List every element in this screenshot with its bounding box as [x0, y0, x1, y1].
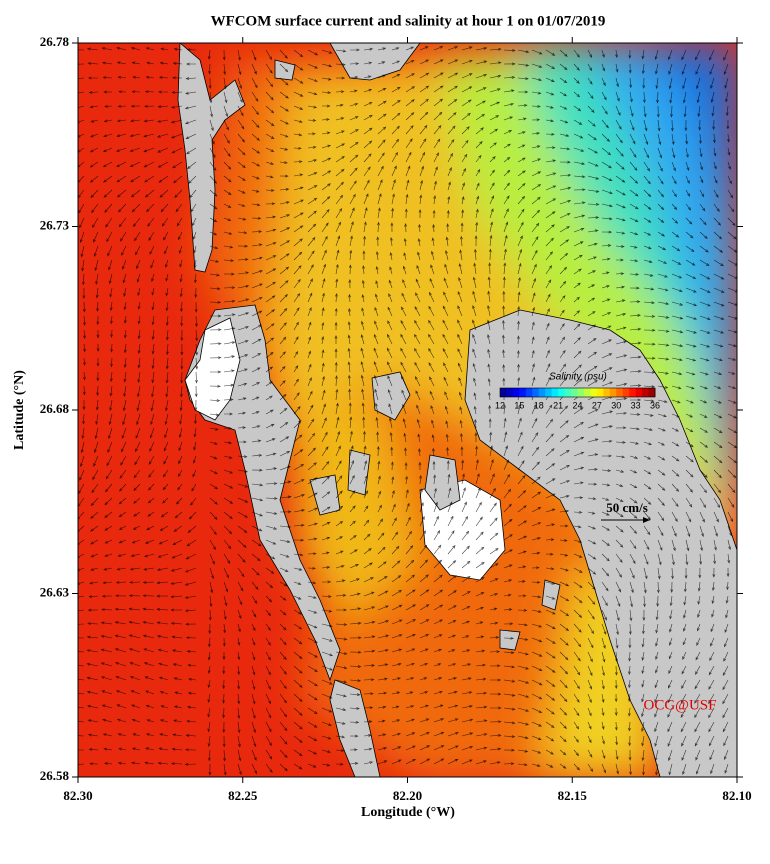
colorbar-segment — [532, 388, 540, 397]
colorbar-tick-label: 21 — [553, 400, 563, 410]
colorbar-tick-label: 27 — [592, 400, 602, 410]
colorbar-title: Salinity (psu) — [549, 372, 607, 383]
colorbar-segment — [525, 388, 533, 397]
colorbar-segment — [512, 388, 520, 397]
colorbar-segment — [558, 388, 566, 397]
colorbar-segment — [609, 388, 617, 397]
colorbar-segment — [590, 388, 598, 397]
x-tick-label: 82.25 — [228, 788, 258, 803]
x-tick-label: 82.30 — [63, 788, 92, 803]
colorbar-segment — [538, 388, 546, 397]
colorbar-segment — [545, 388, 553, 397]
colorbar-frame — [499, 387, 656, 398]
x-axis-label: Longitude (°W) — [361, 805, 455, 820]
current-vectors — [78, 46, 737, 776]
y-tick-label: 26.78 — [40, 34, 70, 49]
y-tick-label: 26.58 — [40, 768, 70, 783]
chart-title: WFCOM surface current and salinity at ho… — [211, 13, 606, 29]
colorbar-segment — [642, 388, 650, 397]
x-tick-label: 82.15 — [558, 788, 588, 803]
credit: OCG@USF — [643, 697, 716, 713]
colorbar-segment — [577, 388, 585, 397]
colorbar: Salinity (psu) 12 15 18 21 24 27 30 33 36 — [495, 372, 660, 411]
colorbar-segment — [648, 388, 656, 397]
colorbar-tick-label: 36 — [650, 400, 660, 410]
colorbar-segment — [629, 388, 637, 397]
colorbar-tick-label: 15 — [514, 400, 524, 410]
colorbar-segment — [622, 388, 630, 397]
colorbar-segment — [635, 388, 643, 397]
colorbar-tick-label: 33 — [631, 400, 641, 410]
colorbar-segment — [500, 388, 507, 397]
y-axis-label: Latitude (°N) — [12, 370, 27, 450]
colorbar-segment — [596, 388, 604, 397]
vector-field — [78, 46, 737, 776]
y-tick-label: 26.73 — [40, 217, 70, 232]
colorbar-tick-label: 12 — [495, 400, 505, 410]
y-tick-label: 26.63 — [40, 584, 70, 599]
colorbar-segment — [616, 388, 624, 397]
x-tick-label: 82.20 — [393, 788, 422, 803]
scale-arrow-head — [643, 517, 650, 523]
colorbar-segment — [583, 388, 591, 397]
salinity-field — [78, 43, 737, 777]
colorbar-tick-label: 30 — [611, 400, 621, 410]
colorbar-segment — [506, 388, 514, 397]
colorbar-segment — [564, 388, 572, 397]
colorbar-tick-label: 24 — [572, 400, 582, 410]
colorbar-segment — [551, 388, 559, 397]
y-tick-label: 26.68 — [40, 401, 70, 416]
x-tick-label: 82.10 — [722, 788, 751, 803]
scale-label: 50 cm/s — [606, 500, 648, 515]
colorbar-tick-label: 18 — [534, 400, 544, 410]
colorbar-segment — [603, 388, 611, 397]
colorbar-segment — [519, 388, 527, 397]
colorbar-segment — [571, 388, 578, 397]
